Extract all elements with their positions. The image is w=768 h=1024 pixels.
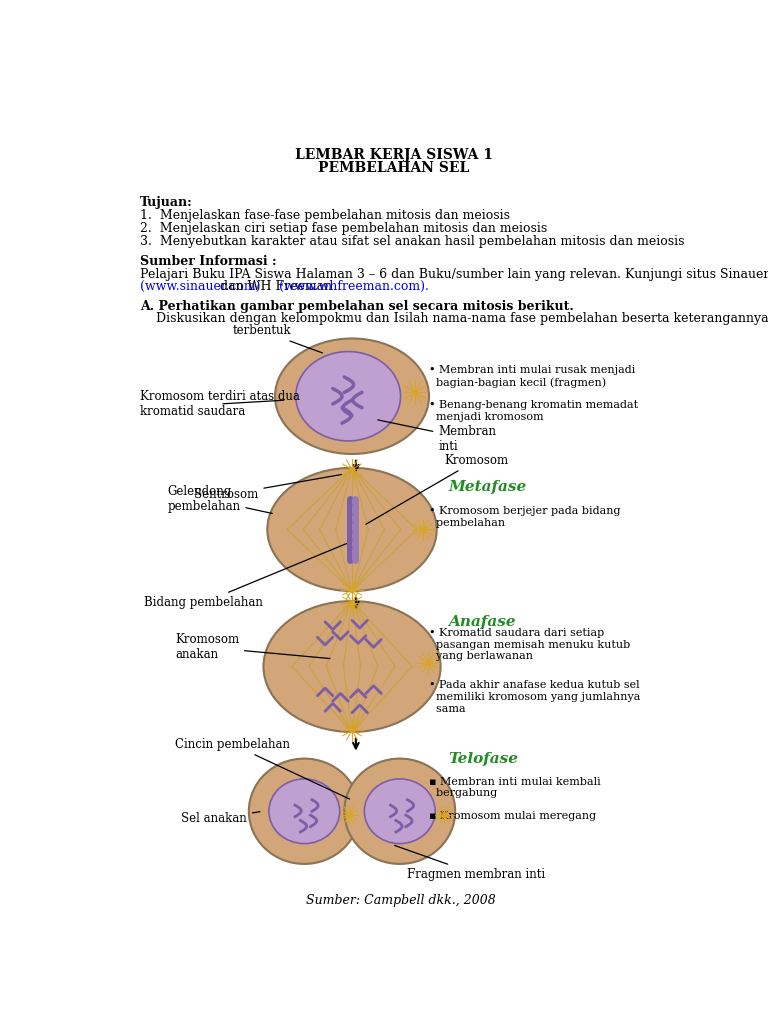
- Text: 3.  Menyebutkan karakter atau sifat sel anakan hasil pembelahan mitosis dan meio: 3. Menyebutkan karakter atau sifat sel a…: [141, 236, 685, 248]
- Ellipse shape: [267, 468, 437, 591]
- Text: (www.whfreeman.com).: (www.whfreeman.com).: [279, 280, 429, 293]
- Text: LEMBAR KERJA SISWA 1: LEMBAR KERJA SISWA 1: [295, 148, 492, 162]
- Text: Gelendong
pembelahan: Gelendong pembelahan: [167, 484, 273, 513]
- Text: Tujuan:: Tujuan:: [141, 196, 193, 209]
- Text: Telofase: Telofase: [449, 752, 518, 766]
- Text: Anafase: Anafase: [449, 614, 516, 629]
- Text: Sentrosom: Sentrosom: [194, 474, 342, 502]
- Text: Metafase: Metafase: [449, 480, 527, 495]
- Text: terbentuk: terbentuk: [233, 325, 323, 353]
- Text: Diskusikan dengan kelompokmu dan Isilah nama-nama fase pembelahan beserta ketera: Diskusikan dengan kelompokmu dan Isilah …: [141, 312, 768, 326]
- Text: • Kromatid saudara dari setiap
  pasangan memisah menuku kutub
  yang berlawanan: • Kromatid saudara dari setiap pasangan …: [429, 628, 631, 662]
- Text: 2.  Menjelaskan ciri setiap fase pembelahan mitosis dan meiosis: 2. Menjelaskan ciri setiap fase pembelah…: [141, 222, 548, 236]
- Text: Sel anakan: Sel anakan: [181, 812, 260, 825]
- Text: (www.sinauer.com): (www.sinauer.com): [141, 280, 261, 293]
- Text: Kromosom terdiri atas dua
kromatid saudara: Kromosom terdiri atas dua kromatid sauda…: [141, 390, 300, 418]
- Ellipse shape: [263, 601, 441, 732]
- Text: A. Perhatikan gambar pembelahan sel secara mitosis berikut.: A. Perhatikan gambar pembelahan sel seca…: [141, 300, 574, 313]
- Text: PEMBELAHAN SEL: PEMBELAHAN SEL: [318, 161, 469, 174]
- Text: • Membran inti mulai rusak menjadi
  bagian-bagian kecil (fragmen): • Membran inti mulai rusak menjadi bagia…: [429, 366, 635, 388]
- Text: Cincin pembelahan: Cincin pembelahan: [175, 737, 349, 799]
- Ellipse shape: [269, 779, 339, 844]
- Text: • Kromosom berjejer pada bidang
  pembelahan: • Kromosom berjejer pada bidang pembelah…: [429, 506, 621, 528]
- Text: Membran
inti: Membran inti: [378, 420, 496, 453]
- Text: • Benang-benang kromatin memadat
  menjadi kromosom: • Benang-benang kromatin memadat menjadi…: [429, 400, 638, 422]
- Ellipse shape: [296, 351, 401, 441]
- Ellipse shape: [344, 759, 455, 864]
- Text: Bidang pembelahan: Bidang pembelahan: [144, 542, 350, 609]
- Text: Kromosom
anakan: Kromosom anakan: [175, 633, 330, 662]
- Text: Fragmen membran inti: Fragmen membran inti: [395, 846, 545, 881]
- Text: Kromosom: Kromosom: [366, 454, 508, 524]
- Text: dan WH Freeman: dan WH Freeman: [216, 280, 336, 293]
- Text: ▪ Kromosom mulai meregang: ▪ Kromosom mulai meregang: [429, 811, 596, 821]
- Ellipse shape: [275, 339, 429, 454]
- Text: Sumber: Campbell dkk., 2008: Sumber: Campbell dkk., 2008: [306, 894, 495, 906]
- Text: Sumber Informasi :: Sumber Informasi :: [141, 255, 277, 268]
- Text: • Pada akhir anafase kedua kutub sel
  memiliki kromosom yang jumlahnya
  sama: • Pada akhir anafase kedua kutub sel mem…: [429, 680, 641, 714]
- Text: ▪ Membran inti mulai kembali
  bergabung: ▪ Membran inti mulai kembali bergabung: [429, 776, 601, 799]
- Text: 1.  Menjelaskan fase-fase pembelahan mitosis dan meiosis: 1. Menjelaskan fase-fase pembelahan mito…: [141, 209, 510, 222]
- Ellipse shape: [364, 779, 435, 844]
- Text: Pelajari Buku IPA Siswa Halaman 3 – 6 dan Buku/sumber lain yang relevan. Kunjung: Pelajari Buku IPA Siswa Halaman 3 – 6 da…: [141, 267, 768, 281]
- Ellipse shape: [249, 759, 359, 864]
